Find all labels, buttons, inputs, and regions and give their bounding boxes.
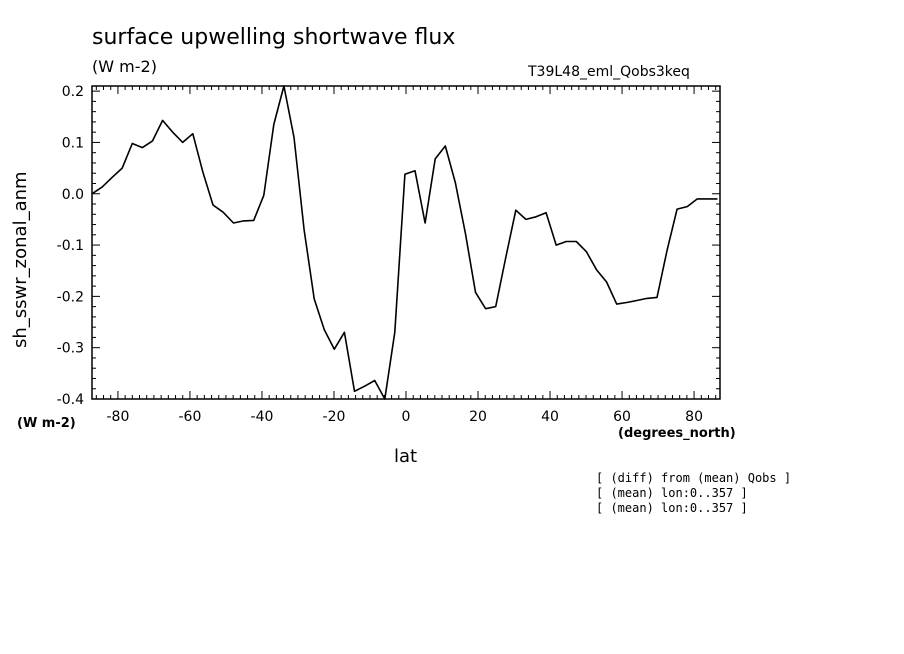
series-line [91,85,718,400]
y-tick-label: -0.3 [57,341,84,357]
x-tick-label: -80 [106,409,129,425]
chart-title: surface upwelling shortwave flux [92,25,456,50]
x-tick-label: -60 [179,409,202,425]
x-tick-label: 40 [541,409,559,425]
note-line: [ (mean) lon:0..357 ] [596,501,748,515]
note-line: [ (mean) lon:0..357 ] [596,486,748,500]
y-tick-label: 0.1 [62,135,84,151]
x-tick-label: 20 [469,409,487,425]
x-tick-label: 0 [402,409,411,425]
plot-frame [91,85,721,400]
annotation-notes: [ (diff) from (mean) Qobs ] [ (mean) lon… [596,471,791,516]
y-tick-label: 0.2 [62,84,84,100]
x-axis-units: (degrees_north) [618,426,736,441]
note-line: [ (diff) from (mean) Qobs ] [596,471,792,485]
x-tick-label: -40 [251,409,274,425]
x-tick-label: -20 [323,409,346,425]
y-tick-label: -0.1 [57,238,84,254]
x-tick-label: 80 [685,409,703,425]
y-tick-label: -0.2 [57,289,84,305]
y-tick-label: 0.0 [62,187,84,203]
x-tick-label: 60 [613,409,631,425]
run-id-label: T39L48_eml_Qobs3keq [528,64,690,80]
y-axis-units: (W m-2) [17,416,76,431]
y-tick-label: -0.4 [57,392,84,408]
chart-units: (W m-2) [92,57,157,76]
x-axis-label: lat [394,446,418,467]
